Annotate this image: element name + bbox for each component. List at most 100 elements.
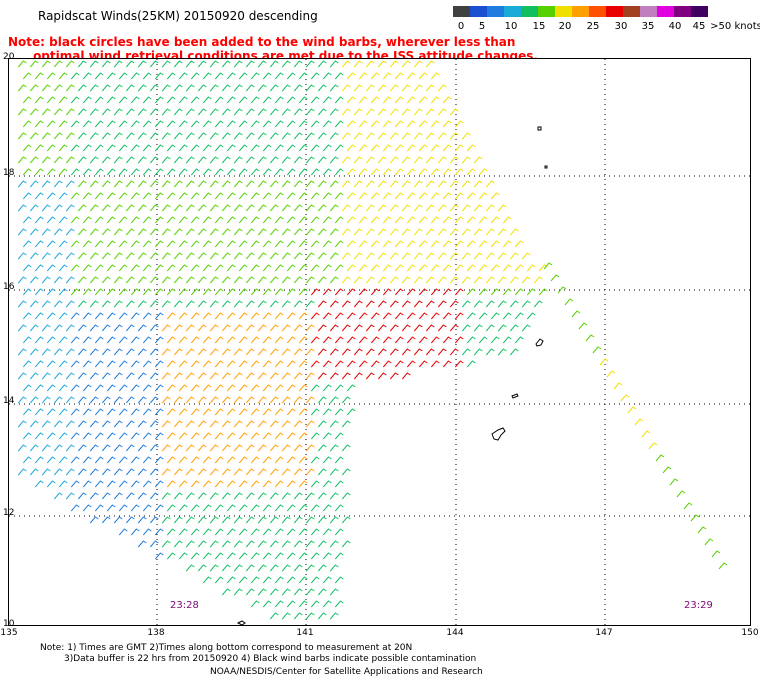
- wind-barb: [190, 192, 200, 200]
- wind-barb: [166, 480, 176, 488]
- wind-barb: [334, 576, 344, 584]
- wind-barb: [17, 84, 27, 92]
- wind-barb: [298, 408, 308, 416]
- wind-barb: [406, 264, 416, 272]
- wind-barb: [485, 348, 495, 356]
- wind-barb: [22, 216, 32, 224]
- wind-barb: [65, 252, 75, 260]
- wind-barb: [149, 228, 159, 236]
- wind-barb: [521, 324, 531, 332]
- wind-barb: [389, 132, 399, 140]
- wind-barb: [161, 516, 171, 524]
- wind-barb: [329, 300, 339, 308]
- wind-barb: [166, 264, 176, 272]
- wind-barb: [101, 396, 111, 404]
- latitude-label: 16: [3, 282, 15, 292]
- wind-barb: [413, 276, 423, 284]
- wind-barb: [130, 192, 140, 200]
- wind-barb: [648, 442, 658, 450]
- wind-barb: [173, 372, 183, 380]
- wind-barb: [257, 108, 267, 116]
- wind-barb: [250, 528, 260, 536]
- wind-barb: [281, 396, 291, 404]
- wind-barb: [473, 156, 483, 164]
- wind-barb: [322, 192, 332, 200]
- wind-barb: [94, 192, 104, 200]
- wind-barb: [41, 156, 51, 164]
- wind-barb: [365, 132, 375, 140]
- wind-barb: [130, 72, 140, 80]
- wind-barb: [202, 192, 212, 200]
- wind-barb: [113, 60, 123, 68]
- wind-barb: [226, 456, 236, 464]
- wind-barb: [274, 432, 284, 440]
- wind-barb: [238, 360, 248, 368]
- wind-barb: [101, 84, 111, 92]
- wind-barb: [365, 108, 375, 116]
- wind-barb: [418, 264, 428, 272]
- wind-barb: [317, 468, 327, 476]
- wind-barb: [77, 156, 87, 164]
- wind-barb: [557, 286, 567, 294]
- wind-barb: [382, 216, 392, 224]
- wind-barb: [382, 120, 392, 128]
- wind-barb: [89, 300, 99, 308]
- wind-barb: [197, 60, 207, 68]
- wind-barb: [257, 468, 267, 476]
- wind-barb: [286, 240, 296, 248]
- wind-barb: [238, 456, 248, 464]
- wind-barb: [190, 120, 200, 128]
- wind-barb: [274, 504, 284, 512]
- wind-barb: [305, 132, 315, 140]
- wind-barb: [209, 492, 219, 500]
- wind-barb: [310, 168, 320, 176]
- wind-barb: [341, 300, 351, 308]
- wind-barb: [17, 276, 27, 284]
- wind-barb: [190, 480, 200, 488]
- wind-barb: [341, 108, 351, 116]
- wind-barb: [293, 252, 303, 260]
- wind-barb: [334, 216, 344, 224]
- wind-barb: [334, 432, 344, 440]
- wind-barb: [401, 228, 411, 236]
- wind-barb: [329, 60, 339, 68]
- wind-barb: [401, 348, 411, 356]
- wind-barb: [298, 144, 308, 152]
- wind-barb: [178, 360, 188, 368]
- wind-barb: [17, 108, 27, 116]
- wind-barb: [298, 432, 308, 440]
- wind-barb: [166, 288, 176, 296]
- wind-barb: [286, 288, 296, 296]
- wind-barb: [425, 180, 435, 188]
- wind-barb: [238, 216, 248, 224]
- wind-barb: [257, 60, 267, 68]
- wind-barb: [509, 276, 519, 284]
- wind-barb: [317, 348, 327, 356]
- wind-barb: [269, 84, 279, 92]
- wind-barb: [221, 84, 231, 92]
- wind-barb: [130, 408, 140, 416]
- wind-barb: [704, 538, 714, 546]
- wind-barb: [137, 420, 147, 428]
- wind-barb: [106, 168, 116, 176]
- wind-barb: [238, 528, 248, 536]
- wind-barb: [77, 276, 87, 284]
- wind-barb: [250, 576, 260, 584]
- wind-barb: [502, 216, 512, 224]
- wind-barb: [41, 60, 51, 68]
- wind-barb: [166, 168, 176, 176]
- wind-barb: [142, 504, 152, 512]
- wind-barb: [358, 264, 368, 272]
- wind-barb: [197, 564, 207, 572]
- wind-barb: [377, 180, 387, 188]
- wind-barb: [221, 60, 231, 68]
- wind-barb: [298, 216, 308, 224]
- wind-barb: [401, 252, 411, 260]
- wind-barb: [521, 252, 531, 260]
- wind-barb: [250, 600, 260, 608]
- wind-barb: [125, 204, 135, 212]
- wind-barb: [202, 360, 212, 368]
- wind-barb: [149, 492, 159, 500]
- wind-barb: [305, 564, 315, 572]
- wind-barb: [298, 384, 308, 392]
